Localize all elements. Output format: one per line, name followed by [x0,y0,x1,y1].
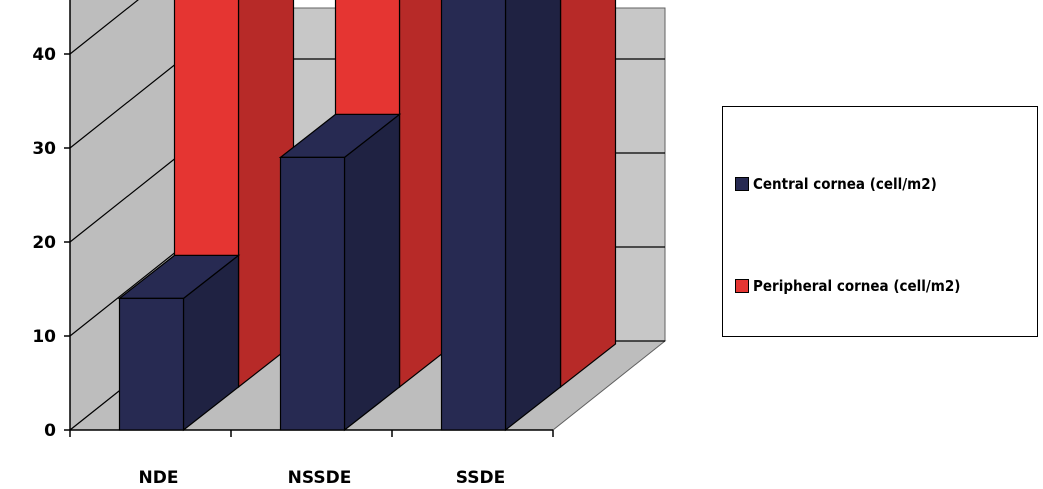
legend-item-peripheral: Peripheral cornea (cell/m2) [735,277,960,295]
bar-central-front [440,0,507,431]
bar-group-NDE [117,0,295,432]
chart-bars [117,0,617,432]
legend-label-central: Central cornea (cell/m2) [753,175,937,193]
x-category-label: SSDE [456,468,505,488]
legend-label-peripheral: Peripheral cornea (cell/m2) [753,277,961,295]
bar-group-NSSDE [278,0,456,432]
bar-group-SSDE [440,0,617,432]
bar-peripheral-side [559,0,617,389]
y-tick-label: 10 [32,327,56,347]
bar-central-side [504,0,562,432]
chart-labels: 0102030405060NDENSSDESSDE [32,45,505,488]
legend-swatch-peripheral [735,279,749,293]
y-tick-label: 20 [32,233,56,253]
bar-central-side [343,113,401,432]
legend-item-central: Central cornea (cell/m2) [735,175,937,193]
bar-central-front [279,156,346,431]
bar-central-front [118,297,185,431]
y-tick-label: 40 [32,45,56,65]
y-tick-label: 30 [32,139,56,159]
gridline [69,0,139,55]
legend-swatch-central [735,177,749,191]
x-category-label: NSSDE [288,468,352,488]
x-category-label: NDE [139,468,179,488]
y-tick-label: 0 [44,421,56,441]
chart-legend: Central cornea (cell/m2) Peripheral corn… [722,106,1038,337]
